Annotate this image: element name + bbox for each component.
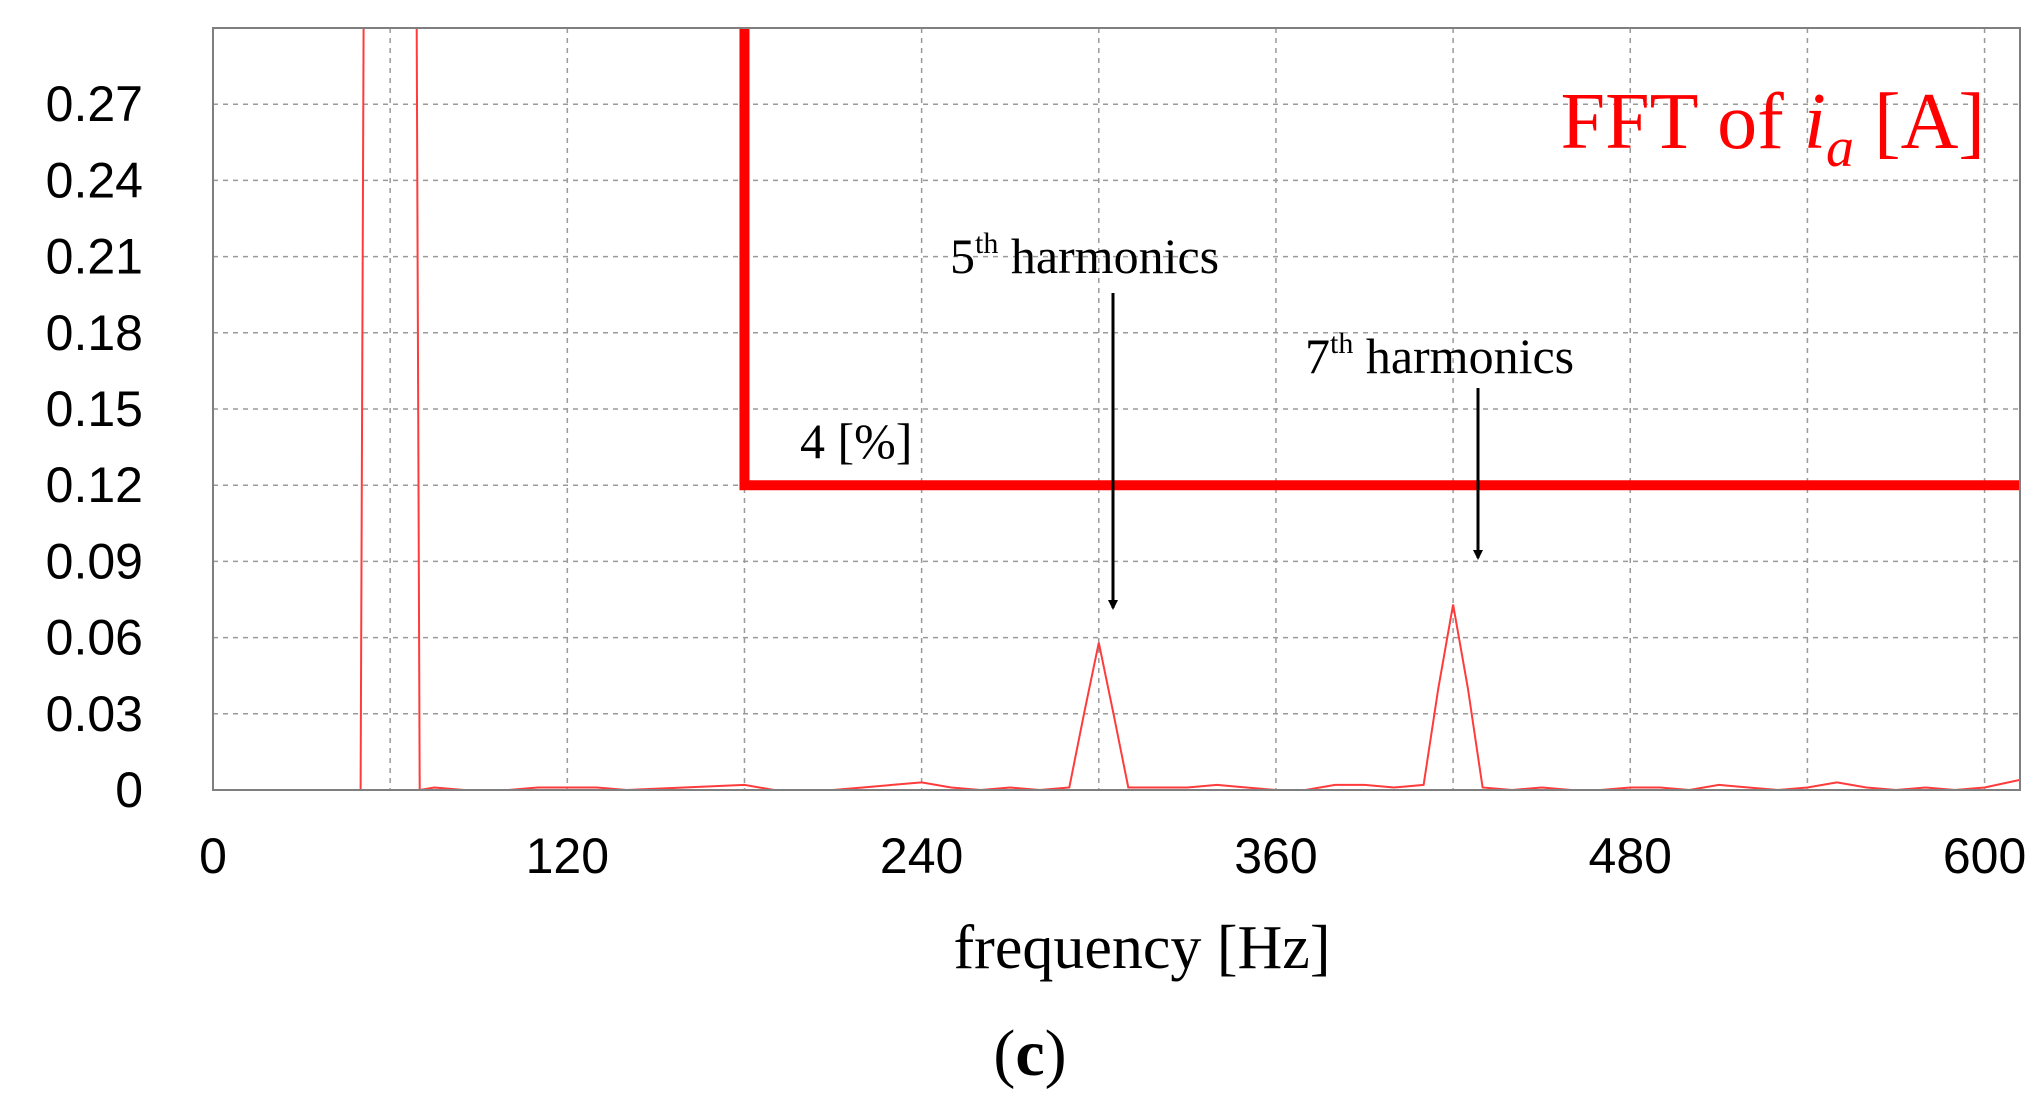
y-tick-label: 0.09 [46,533,143,589]
fifth-harmonic-label: 5th harmonics [950,227,1219,284]
y-tick-labels: 0 0.03 0.06 0.09 0.12 0.15 0.18 0.21 0.24 0.27 [46,76,143,818]
plot-frame [212,27,2021,791]
fifth-harmonic-text: harmonics [998,228,1219,284]
seventh-harmonic-suffix: th [1330,327,1353,360]
y-tick-label: 0 [115,762,143,818]
x-tick-label: 480 [1589,828,1672,884]
panel-label-close: ) [1045,1017,1067,1090]
title-variable: i [1804,78,1826,166]
x-tick-label: 600 [1943,828,2026,884]
fifth-harmonic-ordinal: 5 [950,228,975,284]
threshold-line [739,28,2020,491]
y-tick-label: 0.18 [46,305,143,361]
panel-label-open: ( [993,1017,1015,1090]
x-axis-label: frequency [Hz] [954,914,1331,982]
grid-lines [213,28,2020,790]
y-tick-label: 0.21 [46,229,143,285]
title-subscript: a [1826,117,1854,179]
chart-title: FFT of ia [A] [1561,78,1985,179]
title-prefix: FFT of [1561,78,1804,166]
y-tick-label: 0.12 [46,457,143,513]
x-tick-label: 0 [199,828,227,884]
title-suffix: [A] [1854,78,1985,166]
fifth-harmonic-suffix: th [975,227,998,260]
x-tick-label: 360 [1234,828,1317,884]
seventh-harmonic-text: harmonics [1353,328,1574,384]
x-tick-label: 240 [880,828,963,884]
seventh-harmonic-ordinal: 7 [1305,328,1330,384]
fft-series-line [272,28,2020,790]
seventh-harmonic-label: 7th harmonics [1305,327,1574,384]
y-tick-label: 0.06 [46,610,143,666]
y-tick-label: 0.15 [46,381,143,437]
x-tick-labels: 0 120 240 360 480 600 [199,828,2026,884]
threshold-label: 4 [%] [800,413,912,469]
panel-label-letter: c [1015,1017,1044,1090]
y-tick-label: 0.24 [46,152,143,208]
x-tick-label: 120 [526,828,609,884]
y-tick-label: 0.03 [46,686,143,742]
y-tick-label: 0.27 [46,76,143,132]
panel-label: (c) [993,1017,1066,1090]
